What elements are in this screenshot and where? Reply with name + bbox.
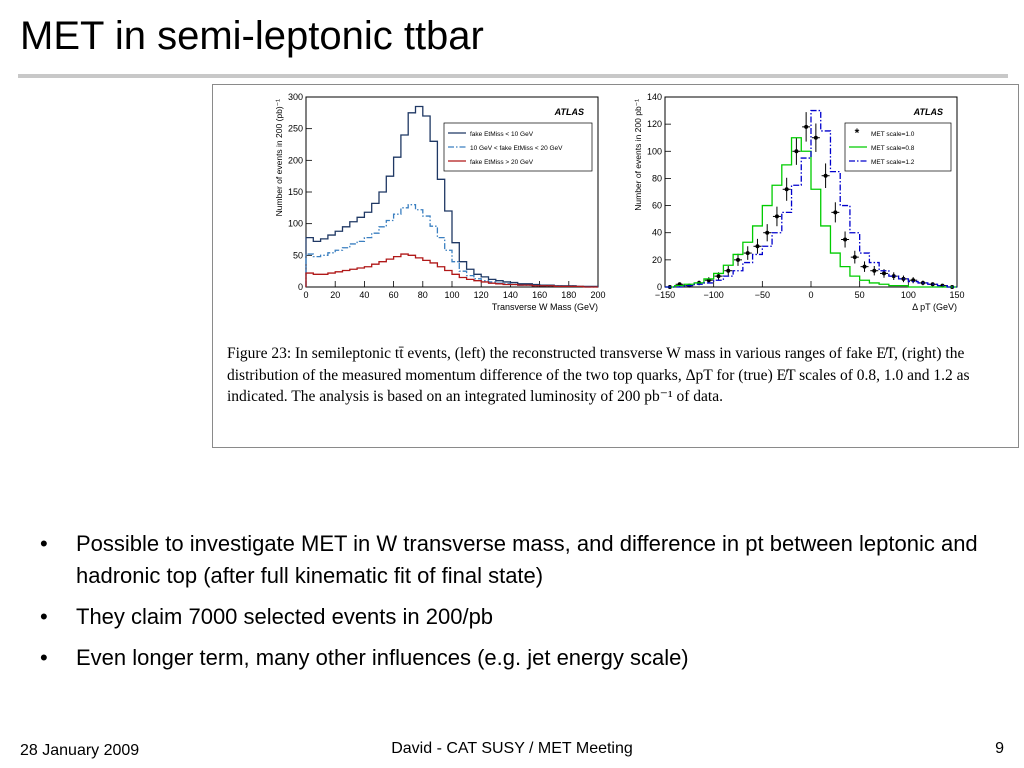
y-tick-label: 40 <box>652 228 662 238</box>
y-tick-label: 0 <box>657 282 662 292</box>
data-point <box>813 135 818 140</box>
y-tick-label: 250 <box>288 124 303 134</box>
y-tick-label: 0 <box>298 282 303 292</box>
title-underline <box>18 74 1008 78</box>
y-axis-label: Number of events in 200 pb⁻¹ <box>633 99 643 211</box>
x-tick-label: −100 <box>704 290 724 300</box>
y-tick-label: 200 <box>288 155 303 165</box>
series-line <box>305 105 599 288</box>
series-line <box>665 109 957 288</box>
figure-caption: Figure 23: In semileptonic tt̄ events, (… <box>227 345 970 405</box>
y-axis-label: Number of events in 200 (pb)⁻¹ <box>274 99 284 217</box>
data-point <box>736 257 740 262</box>
x-tick-label: 200 <box>590 290 605 300</box>
series-line <box>665 137 957 288</box>
bullet-list: Possible to investigate MET in W transve… <box>40 528 990 683</box>
bullet-item: They claim 7000 selected events in 200/p… <box>40 601 990 633</box>
legend-marker: * <box>855 126 860 140</box>
y-tick-label: 300 <box>288 92 303 102</box>
atlas-label: ATLAS <box>913 107 943 117</box>
legend-entry: fake EtMiss < 10 GeV <box>470 131 534 138</box>
y-tick-label: 100 <box>288 219 303 229</box>
series-line <box>305 253 598 288</box>
data-point <box>755 244 760 249</box>
x-axis-label: Δ pT (GeV) <box>912 302 957 312</box>
legend-box <box>443 122 593 172</box>
legend-entry: MET scale=0.8 <box>871 145 915 152</box>
x-tick-label: 120 <box>474 290 489 300</box>
data-point <box>784 187 789 192</box>
atlas-label: ATLAS <box>554 107 584 117</box>
legend-entry: 10 GeV < fake EtMiss < 20 GeV <box>470 145 563 152</box>
y-tick-label: 20 <box>652 255 662 265</box>
y-tick-label: 150 <box>288 187 303 197</box>
data-point <box>862 264 867 269</box>
data-point <box>833 210 838 215</box>
x-axis-label: Transverse W Mass (GeV) <box>492 302 598 312</box>
slide-title: MET in semi-leptonic ttbar <box>20 14 484 58</box>
data-point <box>745 251 750 256</box>
data-point <box>882 271 886 276</box>
x-tick-label: 20 <box>330 290 340 300</box>
x-tick-label: −150 <box>655 290 675 300</box>
legend-entry: MET scale=1.0 <box>871 131 915 138</box>
data-point <box>843 237 848 242</box>
delta-pt-plot: −150 −100 −50 0 50 100 150 0 20 40 60 80 100 120 140 Δ … <box>633 92 965 312</box>
y-tick-label: 140 <box>647 92 662 102</box>
x-tick-label: 140 <box>503 290 518 300</box>
y-tick-label: 100 <box>647 146 662 156</box>
x-tick-label: 100 <box>444 290 459 300</box>
page-number: 9 <box>995 740 1004 757</box>
x-tick-label: 40 <box>359 290 369 300</box>
data-point <box>716 274 721 279</box>
x-tick-label: 160 <box>532 290 547 300</box>
x-tick-label: 60 <box>389 290 399 300</box>
x-tick-label: 0 <box>303 290 308 300</box>
x-tick-label: 180 <box>561 290 576 300</box>
legend-entry: MET scale=1.2 <box>871 159 915 166</box>
x-tick-label: −50 <box>755 290 770 300</box>
footer-title: David - CAT SUSY / MET Meeting <box>391 740 633 757</box>
data-point <box>891 274 896 279</box>
y-tick-label: 60 <box>652 201 662 211</box>
bullet-item: Even longer term, many other influences … <box>40 642 990 674</box>
data-point <box>872 268 877 273</box>
x-tick-label: 0 <box>808 290 813 300</box>
data-point <box>726 268 731 273</box>
w-mass-plot: 0 20 40 60 80 100 120 140 160 180 200 0 50 100 150 200 2… <box>274 92 606 312</box>
figure-image: 0 20 40 60 80 100 120 140 160 180 200 0 50 100 150 200 2… <box>212 84 1019 448</box>
data-point <box>852 255 857 260</box>
legend-entry: fake EtMiss > 20 GeV <box>470 159 534 166</box>
y-tick-label: 120 <box>647 119 662 129</box>
x-tick-label: 80 <box>418 290 428 300</box>
x-tick-label: 100 <box>901 290 916 300</box>
data-point <box>823 173 828 178</box>
data-point <box>765 230 770 235</box>
bullet-item: Possible to investigate MET in W transve… <box>40 528 990 592</box>
y-tick-label: 80 <box>652 173 662 183</box>
y-tick-label: 50 <box>293 250 303 260</box>
data-point <box>794 149 799 154</box>
data-point <box>804 124 809 129</box>
footer-date: 28 January 2009 <box>20 742 140 759</box>
data-point <box>774 214 779 219</box>
x-tick-label: 150 <box>949 290 964 300</box>
x-tick-label: 50 <box>855 290 865 300</box>
